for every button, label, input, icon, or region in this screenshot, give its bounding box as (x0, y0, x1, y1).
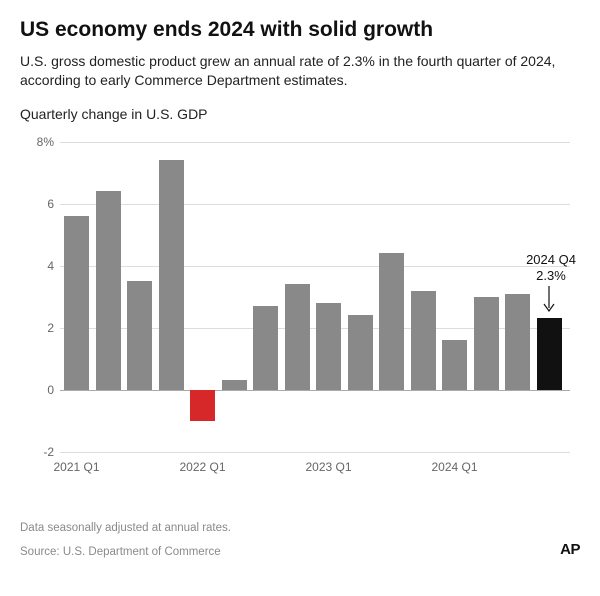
source-text: Source: U.S. Department of Commerce (20, 546, 221, 558)
bar (159, 160, 184, 389)
bar (411, 291, 436, 390)
arrow-down-icon (543, 286, 555, 314)
bar (316, 303, 341, 390)
y-axis-label: 0 (24, 383, 54, 397)
callout-label: 2024 Q42.3% (519, 252, 583, 283)
bar (474, 297, 499, 390)
headline: US economy ends 2024 with solid growth (20, 18, 580, 42)
y-axis-label: 8% (24, 135, 54, 149)
bar (253, 306, 278, 390)
bar (379, 253, 404, 389)
bar (96, 191, 121, 389)
bar (537, 318, 562, 389)
bar (64, 216, 89, 390)
bar (127, 281, 152, 390)
bar (348, 315, 373, 389)
bar (285, 284, 310, 389)
bar (442, 340, 467, 390)
baseline (60, 390, 570, 391)
footnote: Data seasonally adjusted at annual rates… (20, 520, 580, 537)
x-axis-label: 2023 Q1 (305, 460, 351, 474)
bar (190, 390, 215, 421)
subhead: U.S. gross domestic product grew an annu… (20, 52, 580, 90)
callout-line2: 2.3% (536, 268, 566, 283)
ap-logo: AP (560, 541, 580, 558)
gridline (60, 452, 570, 453)
source-row: Source: U.S. Department of Commerce AP (20, 541, 580, 558)
y-axis-label: 4 (24, 259, 54, 273)
bar-chart: -2 0 2 4 6 8% 2021 Q1 2022 Q1 2023 Q1 2024 Q1 2024… (20, 132, 580, 502)
chart-card: US economy ends 2024 with solid growth U… (0, 0, 600, 596)
gridline (60, 142, 570, 143)
y-axis-label: 2 (24, 321, 54, 335)
gridline (60, 204, 570, 205)
callout-line1: 2024 Q4 (526, 252, 576, 267)
gridline (60, 266, 570, 267)
y-axis-label: 6 (24, 197, 54, 211)
y-axis-label: -2 (24, 445, 54, 459)
x-axis-label: 2024 Q1 (431, 460, 477, 474)
bar (505, 294, 530, 390)
x-axis-label: 2021 Q1 (53, 460, 99, 474)
x-axis-label: 2022 Q1 (179, 460, 225, 474)
chart-title: Quarterly change in U.S. GDP (20, 106, 580, 122)
bar (222, 380, 247, 389)
